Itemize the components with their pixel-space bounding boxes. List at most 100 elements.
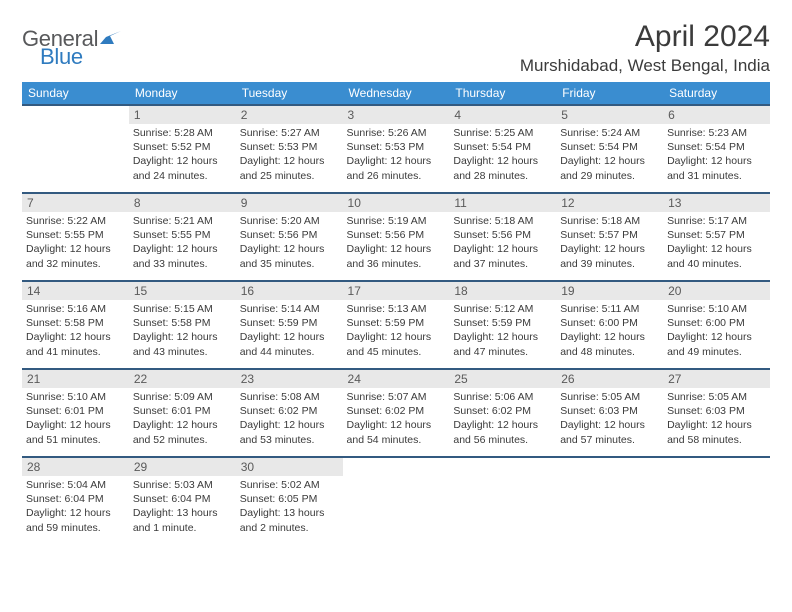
day-sun-info: Sunrise: 5:16 AMSunset: 5:58 PMDaylight:… bbox=[26, 302, 123, 359]
day-sun-info: Sunrise: 5:13 AMSunset: 5:59 PMDaylight:… bbox=[347, 302, 444, 359]
day-number: 2 bbox=[236, 106, 343, 124]
week-row: 14 Sunrise: 5:16 AMSunset: 5:58 PMDayligh… bbox=[22, 281, 770, 369]
day-number: 15 bbox=[129, 282, 236, 300]
day-number: 12 bbox=[556, 194, 663, 212]
day-cell: 26 Sunrise: 5:05 AMSunset: 6:03 PMDayligh… bbox=[556, 369, 663, 457]
day-number: 19 bbox=[556, 282, 663, 300]
day-number: 7 bbox=[22, 194, 129, 212]
day-sun-info: Sunrise: 5:26 AMSunset: 5:53 PMDaylight:… bbox=[347, 126, 444, 183]
day-sun-info: Sunrise: 5:21 AMSunset: 5:55 PMDaylight:… bbox=[133, 214, 230, 271]
day-cell: 30 Sunrise: 5:02 AMSunset: 6:05 PMDayligh… bbox=[236, 457, 343, 545]
day-number: 6 bbox=[663, 106, 770, 124]
day-number: 22 bbox=[129, 370, 236, 388]
day-sun-info: Sunrise: 5:09 AMSunset: 6:01 PMDaylight:… bbox=[133, 390, 230, 447]
day-sun-info: Sunrise: 5:23 AMSunset: 5:54 PMDaylight:… bbox=[667, 126, 764, 183]
day-sun-info: Sunrise: 5:17 AMSunset: 5:57 PMDaylight:… bbox=[667, 214, 764, 271]
day-number: 1 bbox=[129, 106, 236, 124]
day-sun-info: Sunrise: 5:19 AMSunset: 5:56 PMDaylight:… bbox=[347, 214, 444, 271]
day-cell: 12 Sunrise: 5:18 AMSunset: 5:57 PMDayligh… bbox=[556, 193, 663, 281]
day-number: 20 bbox=[663, 282, 770, 300]
day-cell: 24 Sunrise: 5:07 AMSunset: 6:02 PMDayligh… bbox=[343, 369, 450, 457]
day-sun-info: Sunrise: 5:24 AMSunset: 5:54 PMDaylight:… bbox=[560, 126, 657, 183]
day-number: 18 bbox=[449, 282, 556, 300]
day-number: 21 bbox=[22, 370, 129, 388]
month-title: April 2024 bbox=[520, 20, 770, 54]
logo-flag-icon bbox=[99, 30, 123, 50]
day-cell: 18 Sunrise: 5:12 AMSunset: 5:59 PMDayligh… bbox=[449, 281, 556, 369]
day-cell: 7Sunrise: 5:22 AMSunset: 5:55 PMDaylight… bbox=[22, 193, 129, 281]
day-number: 5 bbox=[556, 106, 663, 124]
day-number: 27 bbox=[663, 370, 770, 388]
day-cell: 15 Sunrise: 5:15 AMSunset: 5:58 PMDayligh… bbox=[129, 281, 236, 369]
day-sun-info: Sunrise: 5:05 AMSunset: 6:03 PMDaylight:… bbox=[560, 390, 657, 447]
day-number: 14 bbox=[22, 282, 129, 300]
day-cell: 3Sunrise: 5:26 AMSunset: 5:53 PMDaylight… bbox=[343, 105, 450, 193]
week-row: 28 Sunrise: 5:04 AMSunset: 6:04 PMDayligh… bbox=[22, 457, 770, 545]
weekday-header: Tuesday bbox=[236, 82, 343, 105]
day-sun-info: Sunrise: 5:04 AMSunset: 6:04 PMDaylight:… bbox=[26, 478, 123, 535]
day-number: 29 bbox=[129, 458, 236, 476]
day-sun-info: Sunrise: 5:20 AMSunset: 5:56 PMDaylight:… bbox=[240, 214, 337, 271]
title-area: April 2024 Murshidabad, West Bengal, Ind… bbox=[520, 20, 770, 76]
weekday-header: Thursday bbox=[449, 82, 556, 105]
day-cell: 22 Sunrise: 5:09 AMSunset: 6:01 PMDayligh… bbox=[129, 369, 236, 457]
day-sun-info: Sunrise: 5:27 AMSunset: 5:53 PMDaylight:… bbox=[240, 126, 337, 183]
day-sun-info: Sunrise: 5:25 AMSunset: 5:54 PMDaylight:… bbox=[453, 126, 550, 183]
day-sun-info: Sunrise: 5:28 AMSunset: 5:52 PMDaylight:… bbox=[133, 126, 230, 183]
week-row: 21Sunrise: 5:10 AMSunset: 6:01 PMDayligh… bbox=[22, 369, 770, 457]
day-cell: 9Sunrise: 5:20 AMSunset: 5:56 PMDaylight… bbox=[236, 193, 343, 281]
day-sun-info: Sunrise: 5:12 AMSunset: 5:59 PMDaylight:… bbox=[453, 302, 550, 359]
day-number: 11 bbox=[449, 194, 556, 212]
day-cell: 16 Sunrise: 5:14 AMSunset: 5:59 PMDayligh… bbox=[236, 281, 343, 369]
logo: GeneralBlue bbox=[22, 20, 123, 68]
day-cell: 13 Sunrise: 5:17 AMSunset: 5:57 PMDayligh… bbox=[663, 193, 770, 281]
day-cell: 19 Sunrise: 5:11 AMSunset: 6:00 PMDayligh… bbox=[556, 281, 663, 369]
location-label: Murshidabad, West Bengal, India bbox=[520, 56, 770, 76]
day-cell: 23 Sunrise: 5:08 AMSunset: 6:02 PMDayligh… bbox=[236, 369, 343, 457]
calendar-table: SundayMondayTuesdayWednesdayThursdayFrid… bbox=[22, 82, 770, 545]
day-number: 13 bbox=[663, 194, 770, 212]
day-number: 23 bbox=[236, 370, 343, 388]
weekday-header: Saturday bbox=[663, 82, 770, 105]
day-number: 4 bbox=[449, 106, 556, 124]
day-cell bbox=[343, 457, 450, 545]
day-sun-info: Sunrise: 5:02 AMSunset: 6:05 PMDaylight:… bbox=[240, 478, 337, 535]
day-cell: 14 Sunrise: 5:16 AMSunset: 5:58 PMDayligh… bbox=[22, 281, 129, 369]
day-sun-info: Sunrise: 5:08 AMSunset: 6:02 PMDaylight:… bbox=[240, 390, 337, 447]
week-row: 7Sunrise: 5:22 AMSunset: 5:55 PMDaylight… bbox=[22, 193, 770, 281]
day-cell: 21Sunrise: 5:10 AMSunset: 6:01 PMDayligh… bbox=[22, 369, 129, 457]
day-number: 24 bbox=[343, 370, 450, 388]
day-cell: 1 Sunrise: 5:28 AMSunset: 5:52 PMDaylight… bbox=[129, 105, 236, 193]
day-sun-info: Sunrise: 5:18 AMSunset: 5:57 PMDaylight:… bbox=[560, 214, 657, 271]
weekday-header-row: SundayMondayTuesdayWednesdayThursdayFrid… bbox=[22, 82, 770, 105]
day-number: 28 bbox=[22, 458, 129, 476]
day-sun-info: Sunrise: 5:14 AMSunset: 5:59 PMDaylight:… bbox=[240, 302, 337, 359]
day-cell: 20Sunrise: 5:10 AMSunset: 6:00 PMDayligh… bbox=[663, 281, 770, 369]
day-cell bbox=[22, 105, 129, 193]
day-sun-info: Sunrise: 5:11 AMSunset: 6:00 PMDaylight:… bbox=[560, 302, 657, 359]
day-sun-info: Sunrise: 5:15 AMSunset: 5:58 PMDaylight:… bbox=[133, 302, 230, 359]
day-cell: 2 Sunrise: 5:27 AMSunset: 5:53 PMDaylight… bbox=[236, 105, 343, 193]
day-number: 25 bbox=[449, 370, 556, 388]
day-number: 26 bbox=[556, 370, 663, 388]
day-number: 30 bbox=[236, 458, 343, 476]
day-number: 17 bbox=[343, 282, 450, 300]
day-sun-info: Sunrise: 5:07 AMSunset: 6:02 PMDaylight:… bbox=[347, 390, 444, 447]
day-cell: 11 Sunrise: 5:18 AMSunset: 5:56 PMDayligh… bbox=[449, 193, 556, 281]
day-cell: 4 Sunrise: 5:25 AMSunset: 5:54 PMDaylight… bbox=[449, 105, 556, 193]
weekday-header: Wednesday bbox=[343, 82, 450, 105]
day-number: 10 bbox=[343, 194, 450, 212]
weekday-header: Monday bbox=[129, 82, 236, 105]
weekday-header: Sunday bbox=[22, 82, 129, 105]
day-cell: 10 Sunrise: 5:19 AMSunset: 5:56 PMDayligh… bbox=[343, 193, 450, 281]
day-sun-info: Sunrise: 5:18 AMSunset: 5:56 PMDaylight:… bbox=[453, 214, 550, 271]
day-cell: 17 Sunrise: 5:13 AMSunset: 5:59 PMDayligh… bbox=[343, 281, 450, 369]
weekday-header: Friday bbox=[556, 82, 663, 105]
day-cell: 28 Sunrise: 5:04 AMSunset: 6:04 PMDayligh… bbox=[22, 457, 129, 545]
day-sun-info: Sunrise: 5:03 AMSunset: 6:04 PMDaylight:… bbox=[133, 478, 230, 535]
day-cell: 25Sunrise: 5:06 AMSunset: 6:02 PMDayligh… bbox=[449, 369, 556, 457]
day-number: 16 bbox=[236, 282, 343, 300]
day-cell: 29 Sunrise: 5:03 AMSunset: 6:04 PMDayligh… bbox=[129, 457, 236, 545]
day-cell: 6 Sunrise: 5:23 AMSunset: 5:54 PMDaylight… bbox=[663, 105, 770, 193]
day-number: 8 bbox=[129, 194, 236, 212]
